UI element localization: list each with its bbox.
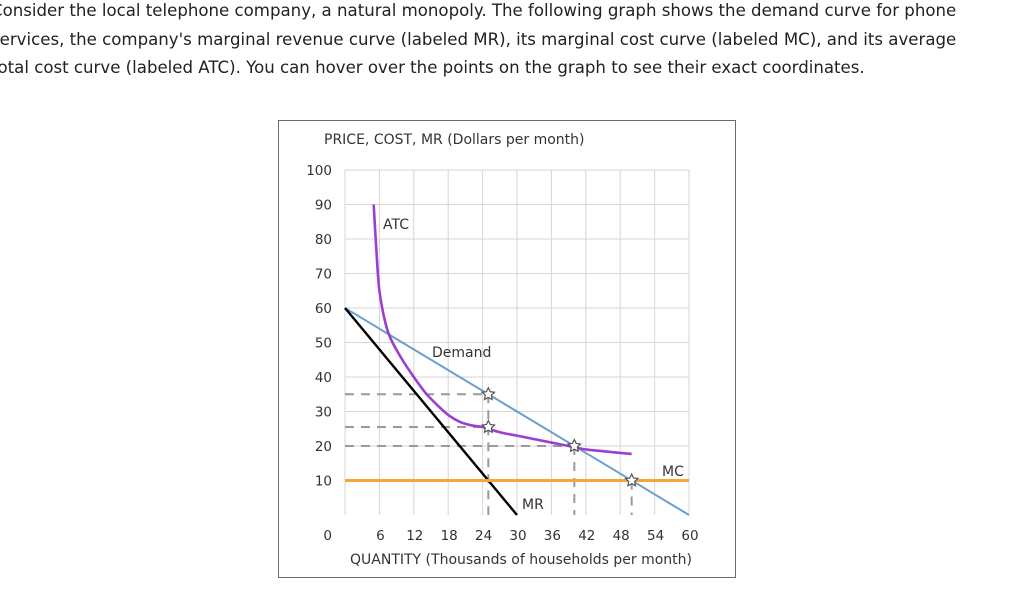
series-atc-line [372, 204, 632, 456]
y-tick-label-60: 60 [315, 301, 332, 317]
intro-line-3: total cost curve (labeled ATC). You can … [0, 58, 865, 77]
intro-text: Consider the local telephone company, a … [0, 0, 1021, 83]
highlight-point-3 [566, 438, 582, 453]
curve-labels: ATC Demand MC MR [383, 217, 684, 513]
x-tick-label-30: 30 [509, 528, 526, 544]
x-tick-label-54: 54 [647, 528, 664, 544]
x-tick-label-60: 60 [681, 528, 698, 544]
intro-line-1: Consider the local telephone company, a … [0, 1, 957, 20]
y-tick-label-90: 90 [315, 198, 332, 214]
x-tick-label-18: 18 [441, 528, 458, 544]
series-label-atc: ATC [383, 217, 409, 233]
x-tick-label-24: 24 [475, 528, 492, 544]
series-label-demand: Demand [432, 345, 491, 361]
y-tick-label-100: 100 [306, 163, 332, 179]
y-tick-label-70: 70 [315, 267, 332, 283]
y-tick-label-10: 10 [315, 474, 332, 490]
highlight-point-1 [480, 386, 496, 401]
x-tick-label-42: 42 [578, 528, 595, 544]
y-tick-label-80: 80 [315, 232, 332, 248]
intro-line-2: services, the company's marginal revenue… [0, 29, 957, 49]
tick-labels: 0 10 20 30 40 50 60 70 80 90 100 6 12 18 24 30 36 42 48 54 6… [306, 163, 698, 544]
y-tick-label-20: 20 [315, 439, 332, 455]
y-tick-label-50: 50 [315, 336, 332, 352]
highlight-point-4 [624, 472, 640, 487]
series-label-mc: MC [662, 464, 684, 480]
y-tick-label-40: 40 [315, 370, 332, 386]
x-tick-label-48: 48 [613, 528, 630, 544]
y-axis-title: PRICE, COST, MR (Dollars per month) [324, 132, 584, 148]
y-tick-label-0: 0 [323, 528, 332, 544]
highlight-points [480, 386, 640, 487]
x-axis-title: QUANTITY (Thousands of households per mo… [350, 552, 692, 568]
x-tick-label-36: 36 [544, 528, 561, 544]
series-label-mr: MR [522, 497, 544, 513]
y-tick-label-30: 30 [315, 405, 332, 421]
x-tick-label-6: 6 [376, 528, 385, 544]
x-tick-label-12: 12 [406, 528, 423, 544]
highlight-point-2 [480, 419, 496, 434]
